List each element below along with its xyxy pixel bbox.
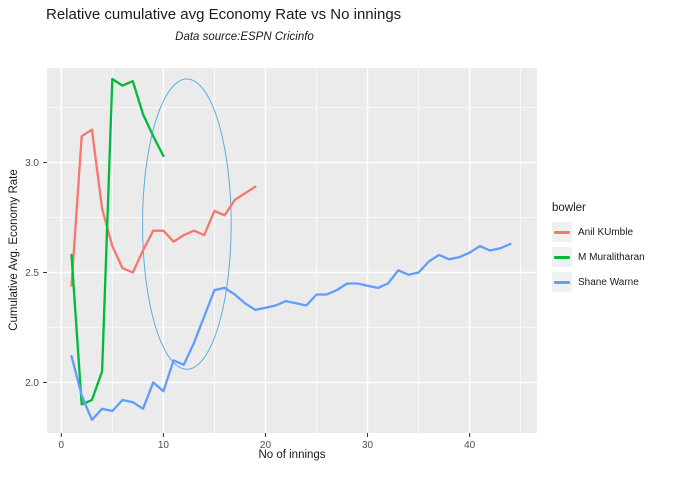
y-axis-title: Cumulative Avg. Economy Rate	[8, 169, 20, 331]
y-tick-label: 2.0	[25, 378, 39, 389]
series-line-anil-kumble	[70, 128, 257, 287]
legend-label: Shane Warne	[578, 276, 639, 288]
x-tick-label: 10	[158, 440, 170, 451]
legend-item-anil-kumble: Anil KUmble	[552, 222, 645, 242]
x-axis-title: No of innings	[258, 449, 326, 461]
annotation-ellipse	[142, 78, 232, 370]
legend-label: Anil KUmble	[578, 226, 634, 238]
series-line-m-muralitharan	[70, 77, 165, 406]
legend-label: M Muralitharan	[578, 251, 645, 263]
legend-title: bowler	[552, 202, 586, 214]
y-tick-label: 2.5	[25, 268, 39, 279]
legend-key-icon	[552, 247, 572, 267]
chart-subtitle: Data source:ESPN Cricinfo	[175, 31, 314, 43]
legend-item-shane-warne: Shane Warne	[552, 272, 645, 292]
y-tick-label: 3.0	[25, 158, 39, 169]
x-tick-label: 40	[464, 440, 476, 451]
legend-item-m-muralitharan: M Muralitharan	[552, 247, 645, 267]
legend-key-icon	[552, 272, 572, 292]
x-tick-label: 20	[260, 440, 272, 451]
legend-key-icon	[552, 222, 572, 242]
legend: bowler Anil KUmble M Muralitharan Shane …	[552, 202, 645, 297]
chart-title: Relative cumulative avg Economy Rate vs …	[46, 6, 402, 23]
x-tick-label: 0	[59, 440, 65, 451]
x-tick-label: 30	[362, 440, 374, 451]
plot-panel: 0 10 20 30 40 2.0 2.5 3.0	[25, 68, 537, 451]
plot-canvas: 0 10 20 30 40 2.0 2.5 3.0	[25, 68, 537, 451]
series-line-shane-warne	[70, 242, 512, 421]
